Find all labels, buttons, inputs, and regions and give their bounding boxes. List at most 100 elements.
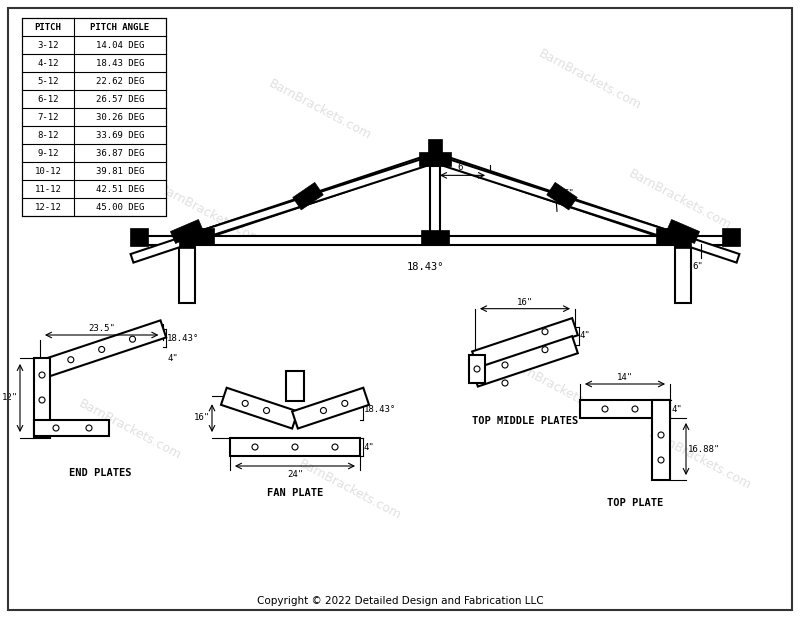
Bar (192, 228, 214, 244)
Text: 16": 16" (517, 298, 533, 307)
Polygon shape (666, 219, 699, 243)
Text: 18.43°: 18.43° (167, 334, 199, 344)
Text: BarnBrackets.com: BarnBrackets.com (506, 357, 614, 423)
Text: 23.5": 23.5" (88, 324, 115, 333)
Text: 4": 4" (672, 405, 682, 413)
Polygon shape (132, 235, 738, 245)
Bar (675, 245, 691, 302)
Text: 12": 12" (2, 394, 18, 402)
Bar (419, 153, 451, 166)
Bar (286, 371, 304, 401)
Circle shape (342, 400, 348, 407)
Text: 36.87 DEG: 36.87 DEG (96, 148, 144, 158)
Text: 9-12: 9-12 (38, 148, 58, 158)
Text: 33.69 DEG: 33.69 DEG (96, 130, 144, 140)
Text: 18.43°: 18.43° (406, 262, 444, 272)
Polygon shape (472, 318, 578, 368)
Text: 4": 4" (167, 354, 178, 363)
Text: 6": 6" (563, 189, 574, 198)
Text: 24": 24" (287, 470, 303, 479)
Text: 16": 16" (194, 413, 210, 421)
Polygon shape (292, 387, 369, 428)
Circle shape (292, 444, 298, 450)
Circle shape (632, 406, 638, 412)
Text: 14.04 DEG: 14.04 DEG (96, 41, 144, 49)
Circle shape (68, 357, 74, 363)
Polygon shape (37, 320, 166, 379)
Text: 6-12: 6-12 (38, 95, 58, 103)
Circle shape (98, 347, 105, 352)
Text: TOP MIDDLE PLATES: TOP MIDDLE PLATES (472, 416, 578, 426)
Text: 39.81 DEG: 39.81 DEG (96, 166, 144, 176)
Polygon shape (221, 387, 298, 428)
Bar (656, 228, 678, 244)
Bar (34, 420, 109, 436)
Text: 7-12: 7-12 (38, 112, 58, 122)
Text: BarnBrackets.com: BarnBrackets.com (297, 457, 403, 523)
Circle shape (242, 400, 248, 407)
Text: FAN PLATE: FAN PLATE (267, 488, 323, 498)
Polygon shape (293, 182, 323, 210)
Text: PITCH: PITCH (34, 22, 62, 32)
Polygon shape (204, 158, 430, 237)
Circle shape (658, 457, 664, 463)
Circle shape (502, 362, 508, 368)
Text: BarnBrackets.com: BarnBrackets.com (646, 428, 754, 493)
Bar (22, 18, 166, 216)
Polygon shape (441, 158, 666, 237)
Text: 18.43 DEG: 18.43 DEG (96, 59, 144, 67)
Text: BarnBrackets.com: BarnBrackets.com (77, 397, 183, 462)
Text: 18.43°: 18.43° (364, 405, 396, 415)
Text: 26.57 DEG: 26.57 DEG (96, 95, 144, 103)
Circle shape (86, 425, 92, 431)
Circle shape (474, 366, 480, 372)
Polygon shape (434, 153, 739, 263)
Text: 4": 4" (364, 442, 374, 452)
Circle shape (130, 336, 135, 342)
Bar (675, 234, 691, 247)
Circle shape (53, 425, 59, 431)
Text: 4-12: 4-12 (38, 59, 58, 67)
Circle shape (39, 372, 45, 378)
Polygon shape (472, 336, 578, 386)
Text: 16.88": 16.88" (688, 444, 720, 454)
Text: BarnBrackets.com: BarnBrackets.com (157, 182, 263, 248)
Text: 6": 6" (693, 262, 703, 271)
Bar (430, 166, 440, 235)
Text: 10-12: 10-12 (34, 166, 62, 176)
Circle shape (502, 380, 508, 386)
Text: 14": 14" (617, 373, 633, 382)
Text: 22.62 DEG: 22.62 DEG (96, 77, 144, 85)
Bar (230, 438, 360, 456)
Bar (580, 400, 670, 418)
Text: 4": 4" (580, 331, 590, 340)
Bar (652, 400, 670, 480)
Bar (469, 355, 485, 383)
Polygon shape (546, 182, 578, 210)
Text: BarnBrackets.com: BarnBrackets.com (537, 48, 643, 112)
Text: Copyright © 2022 Detailed Design and Fabrication LLC: Copyright © 2022 Detailed Design and Fab… (257, 596, 543, 606)
Text: PITCH ANGLE: PITCH ANGLE (90, 22, 150, 32)
Text: END PLATES: END PLATES (69, 468, 131, 478)
Bar (179, 245, 195, 302)
Circle shape (602, 406, 608, 412)
Text: BarnBrackets.com: BarnBrackets.com (626, 167, 734, 232)
Text: TOP PLATE: TOP PLATE (607, 498, 663, 508)
Bar (130, 228, 148, 246)
Text: 3-12: 3-12 (38, 41, 58, 49)
Bar (421, 230, 449, 244)
Text: 8-12: 8-12 (38, 130, 58, 140)
Circle shape (542, 329, 548, 335)
Text: 42.51 DEG: 42.51 DEG (96, 185, 144, 193)
Circle shape (252, 444, 258, 450)
Circle shape (658, 432, 664, 438)
Bar (179, 234, 195, 247)
Circle shape (542, 347, 548, 353)
Text: 11-12: 11-12 (34, 185, 62, 193)
Polygon shape (170, 219, 203, 243)
Bar (428, 139, 442, 153)
Text: 30.26 DEG: 30.26 DEG (96, 112, 144, 122)
Text: 45.00 DEG: 45.00 DEG (96, 203, 144, 211)
Polygon shape (130, 153, 437, 263)
Text: 5-12: 5-12 (38, 77, 58, 85)
